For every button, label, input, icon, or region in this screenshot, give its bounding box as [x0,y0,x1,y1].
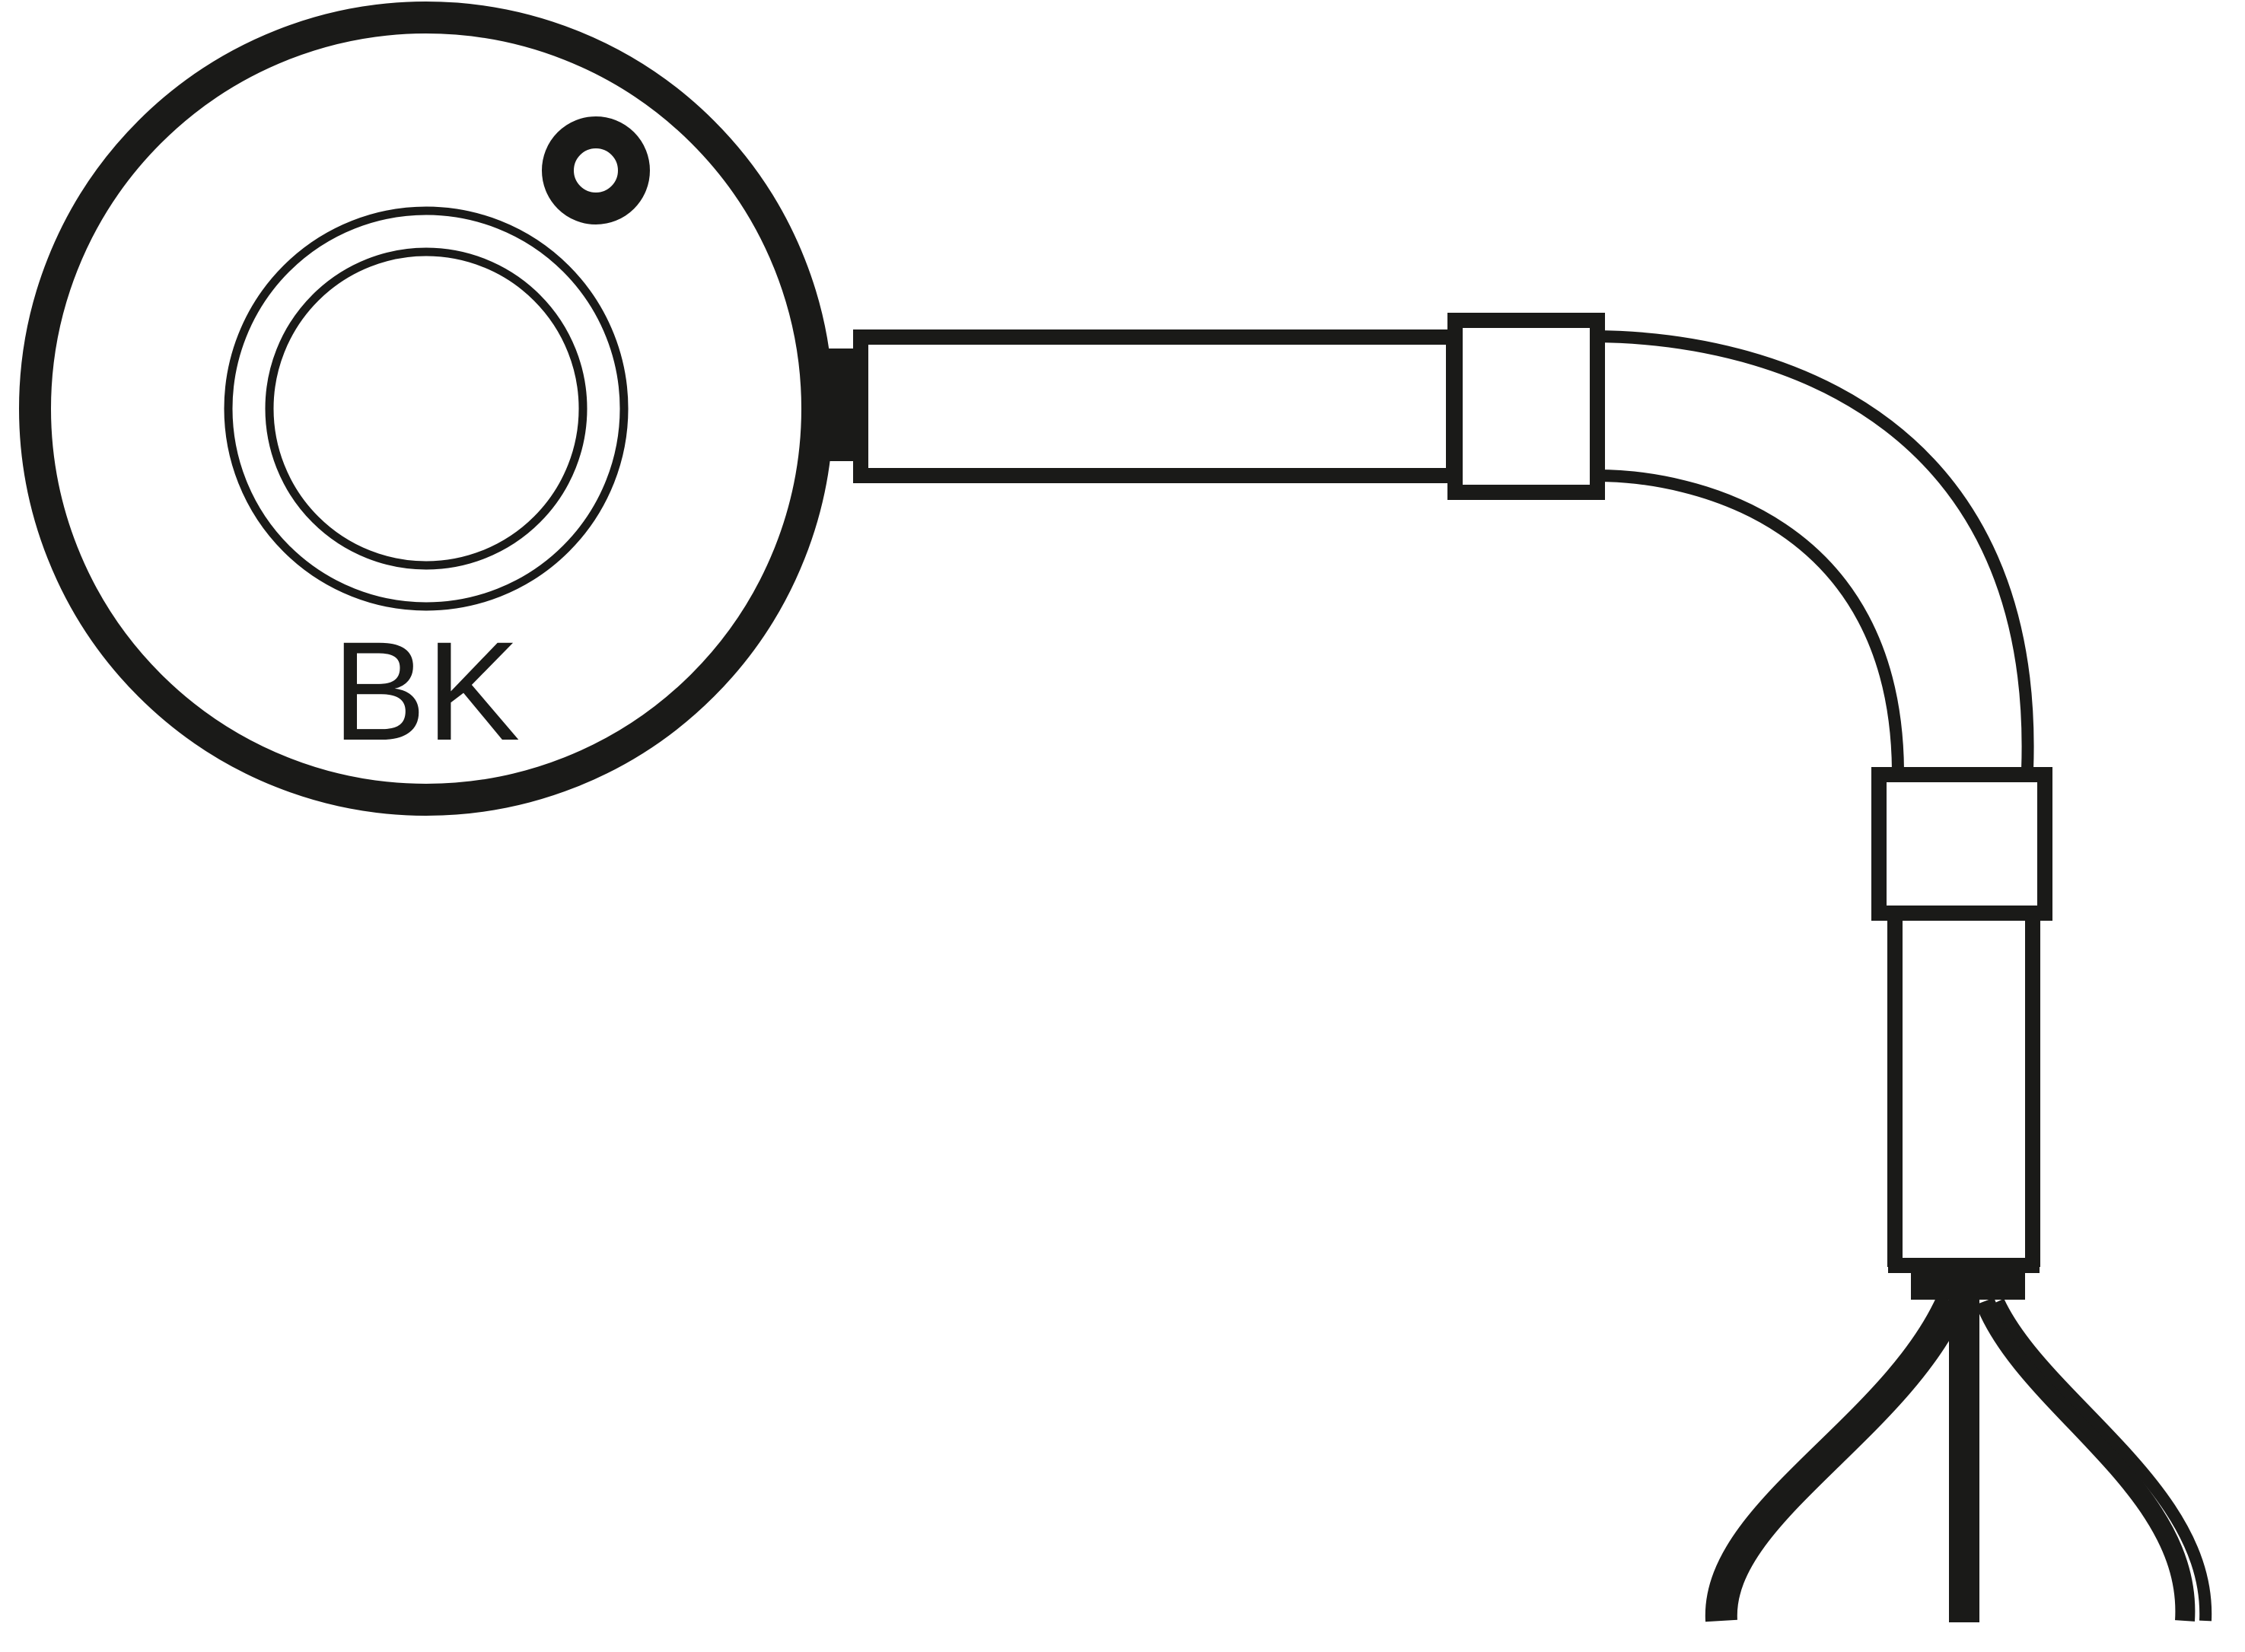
elbow-inner-edge [1597,469,1904,771]
ring-neck [826,349,855,461]
wire-orange [1705,1294,1967,1622]
joint-collar-2 [1871,767,2052,921]
ring-terminal: BK [19,2,855,816]
ring-inner [265,247,588,570]
wire-green [1992,1298,2212,1622]
elbow-outer-edge [1597,330,2034,771]
cable-end-cap [1911,1269,2025,1300]
wire-yellow [1975,1297,2196,1622]
ring-marking-label: BK [333,613,521,770]
wire-bundle [1705,1294,2212,1622]
ring-mid [224,206,629,611]
cable-elbow [1597,330,2034,771]
small-hole-icon [542,116,650,224]
joint-collar-1 [1447,313,1605,500]
vertical-sleeve [1887,913,2040,1273]
horizontal-sleeve [853,329,1461,483]
ring-outer [19,2,833,816]
